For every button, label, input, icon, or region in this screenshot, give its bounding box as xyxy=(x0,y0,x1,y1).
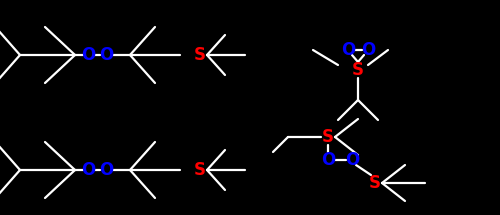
Text: S: S xyxy=(322,128,334,146)
Text: O: O xyxy=(81,46,95,64)
Text: O: O xyxy=(361,41,375,59)
Text: S: S xyxy=(194,161,206,179)
Text: S: S xyxy=(194,46,206,64)
Text: O: O xyxy=(99,161,113,179)
Text: O: O xyxy=(81,161,95,179)
Text: O: O xyxy=(345,151,359,169)
Text: S: S xyxy=(352,61,364,79)
Text: S: S xyxy=(369,174,381,192)
Text: O: O xyxy=(341,41,355,59)
Text: O: O xyxy=(99,46,113,64)
Text: O: O xyxy=(321,151,335,169)
